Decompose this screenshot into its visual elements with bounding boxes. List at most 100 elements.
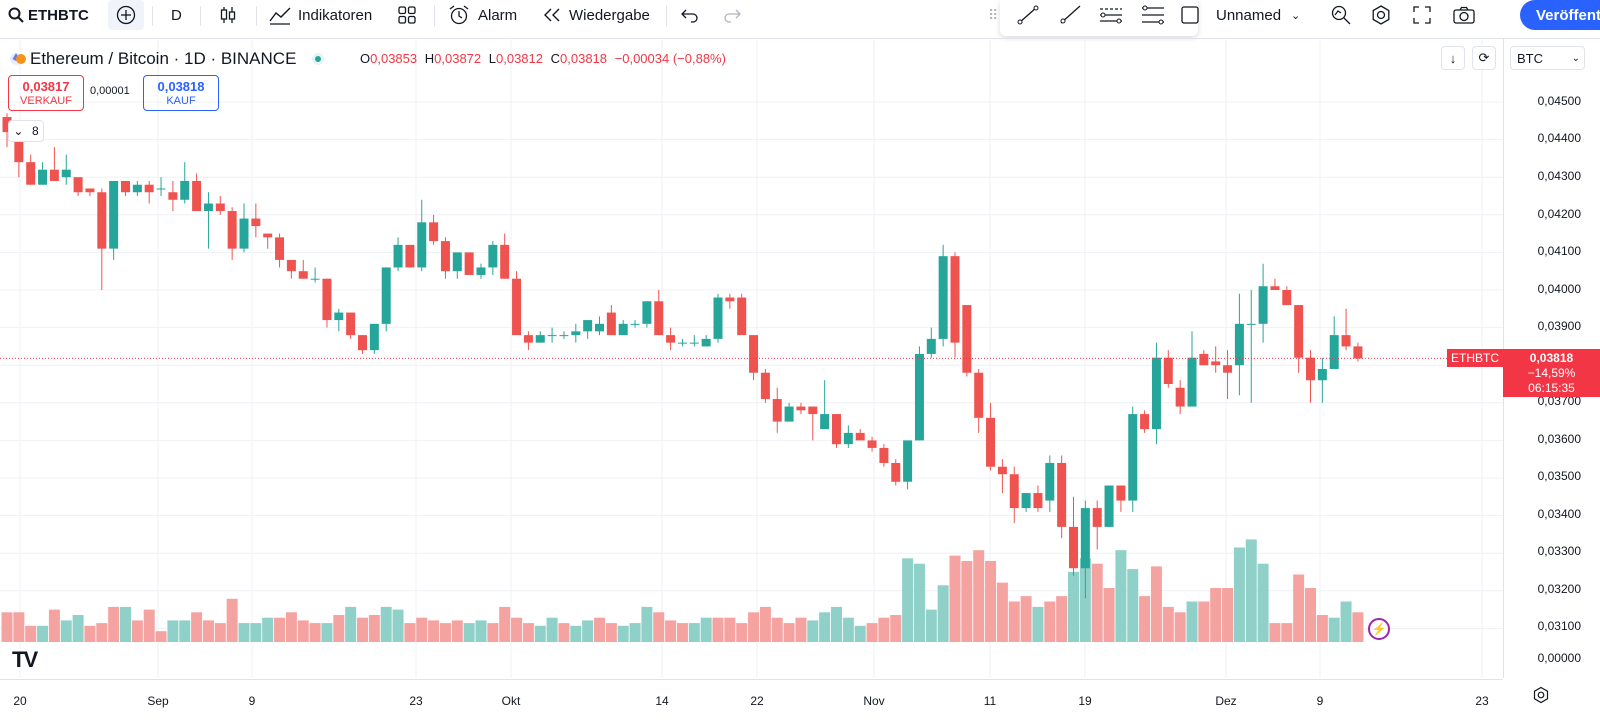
- candle-body: [1151, 357, 1161, 430]
- volume-bar: [1340, 601, 1352, 642]
- volume-bar: [428, 620, 440, 642]
- layouts-button[interactable]: [397, 0, 417, 30]
- price-tick-label: 0,03900: [1537, 319, 1581, 333]
- fullscreen-button[interactable]: [1412, 0, 1432, 30]
- publish-button[interactable]: Veröffentl: [1520, 0, 1600, 30]
- gear-icon: [1372, 5, 1390, 25]
- time-tick-label: Dez: [1215, 694, 1237, 708]
- volume-bar: [605, 623, 617, 642]
- volume-bar: [262, 617, 274, 642]
- candle-body: [677, 342, 687, 344]
- candle-body: [938, 256, 948, 339]
- volume-bar: [1127, 569, 1139, 642]
- undo-button[interactable]: [680, 0, 700, 30]
- indicators-button[interactable]: Indikatoren: [268, 0, 372, 30]
- candle-body: [215, 203, 225, 212]
- replay-label: Wiedergabe: [569, 6, 650, 24]
- candle-body: [974, 372, 984, 418]
- fib-tool[interactable]: [1140, 0, 1166, 30]
- lightning-icon[interactable]: ⚡: [1368, 618, 1390, 640]
- volume-bar: [475, 620, 487, 642]
- candle-body: [405, 244, 415, 268]
- candle-body: [1128, 414, 1138, 501]
- sell-button[interactable]: 0,03817 VERKAUF: [8, 75, 84, 111]
- drag-handle-icon[interactable]: ⠿: [988, 6, 999, 23]
- volume-bar: [72, 615, 84, 642]
- candle-body: [606, 312, 616, 336]
- parallel-channel-tool[interactable]: [1098, 0, 1124, 30]
- price-tick-label: 0,04300: [1537, 169, 1581, 183]
- ohlc-values: O0,03853 H0,03872 L0,03812 C0,03818 −0,0…: [360, 51, 726, 66]
- candle-body: [251, 218, 261, 227]
- candle-body: [772, 399, 782, 422]
- candle-body: [832, 414, 841, 445]
- volume-bar: [1103, 588, 1115, 642]
- ray-tool[interactable]: [1058, 0, 1082, 30]
- candle-body: [547, 335, 557, 337]
- trend-line-icon: [1017, 5, 1039, 25]
- price-chart[interactable]: [0, 38, 1503, 678]
- magnifier-chart-icon: [1331, 5, 1351, 25]
- axis-settings-button[interactable]: [1532, 686, 1550, 709]
- candle-body: [440, 241, 450, 272]
- volume-bar: [866, 623, 878, 642]
- candle-body: [855, 432, 865, 441]
- volume-bar: [795, 617, 807, 642]
- layout-menu[interactable]: Unnamed ⌄: [1180, 0, 1300, 30]
- price-tick-label: 0,04400: [1537, 131, 1581, 145]
- alert-button[interactable]: Alarm: [448, 0, 517, 30]
- candle-body: [26, 162, 36, 185]
- volume-bar: [712, 617, 724, 642]
- indicator-count: 8: [32, 124, 39, 138]
- symbol-legend[interactable]: Ethereum / Bitcoin · 1D · BINANCE: [10, 48, 325, 70]
- time-tick-label: Nov: [863, 694, 885, 708]
- chart-type-button[interactable]: [218, 0, 238, 30]
- settings-button[interactable]: [1370, 0, 1392, 30]
- candle-body: [1069, 526, 1078, 569]
- screenshot-button[interactable]: [1452, 0, 1476, 30]
- candle-body: [358, 335, 367, 351]
- redo-button[interactable]: [722, 0, 742, 30]
- currency-select[interactable]: BTC ⌄: [1510, 46, 1585, 70]
- symbol-search[interactable]: ETHBTC: [8, 0, 89, 30]
- volume-bar: [357, 617, 368, 642]
- candle-body: [725, 297, 735, 302]
- interval-button[interactable]: D: [171, 6, 182, 24]
- compare-add-button[interactable]: [108, 0, 144, 30]
- candle-body: [310, 278, 320, 280]
- candle-body: [879, 447, 889, 463]
- candle-body: [464, 252, 474, 275]
- tradingview-logo[interactable]: TV: [12, 647, 38, 672]
- symbol-title: Ethereum / Bitcoin · 1D · BINANCE: [30, 49, 297, 68]
- candle-body: [121, 180, 130, 193]
- buy-button[interactable]: 0,03818 KAUF: [143, 75, 219, 111]
- volume-bar: [985, 561, 997, 642]
- high-value: 0,03872: [434, 51, 482, 66]
- volume-bar: [25, 625, 37, 642]
- square-icon: [1181, 6, 1199, 24]
- candle-body: [796, 406, 806, 411]
- replay-button[interactable]: Wiedergabe: [541, 0, 650, 30]
- auto-scale-button[interactable]: ⟳: [1472, 46, 1496, 70]
- candle-body: [132, 184, 142, 193]
- volume-bar: [1328, 617, 1340, 642]
- indicators-collapse-button[interactable]: ⌄ 8: [8, 120, 44, 142]
- candle-body: [843, 432, 853, 445]
- candle-body: [642, 301, 652, 324]
- drawing-favorites-bar: ⠿: [988, 0, 1198, 36]
- candle-body: [1116, 485, 1126, 501]
- change-value: −0,00034 (−0,88%): [614, 51, 726, 66]
- candle-body: [749, 335, 759, 373]
- volume-bar: [1044, 601, 1056, 642]
- grid-icon: [398, 6, 416, 24]
- trendline-tool[interactable]: [1016, 0, 1040, 30]
- volume-bar: [404, 623, 416, 642]
- volume-bar: [973, 550, 985, 642]
- volume-bar: [120, 606, 131, 642]
- scroll-to-realtime-button[interactable]: ↓: [1441, 46, 1465, 70]
- quick-search-button[interactable]: [1330, 0, 1352, 30]
- volume-bar: [451, 620, 463, 642]
- volume-bar: [854, 625, 866, 642]
- candle-body: [559, 335, 569, 337]
- volume-bar: [1222, 588, 1234, 642]
